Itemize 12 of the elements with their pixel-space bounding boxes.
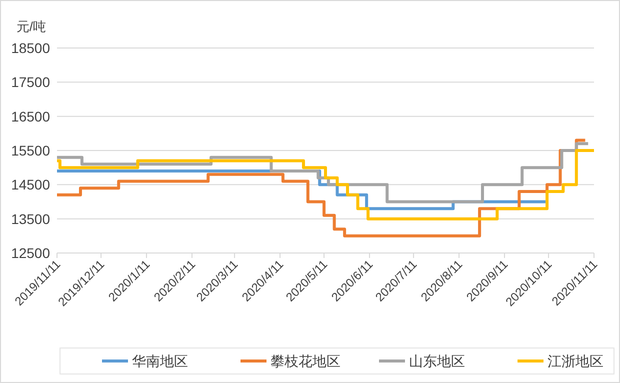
y-tick-label: 12500 xyxy=(11,245,50,261)
legend-label: 山东地区 xyxy=(409,353,465,369)
y-tick-label: 18500 xyxy=(11,40,50,56)
y-tick-label: 16500 xyxy=(11,108,50,124)
legend-label: 攀枝花地区 xyxy=(270,353,340,369)
y-tick-label: 13500 xyxy=(11,210,50,227)
y-tick-label: 15500 xyxy=(11,142,50,158)
y-tick-label: 14500 xyxy=(11,176,50,193)
y-tick-label: 17500 xyxy=(11,74,50,90)
legend-label: 江浙地区 xyxy=(548,353,604,369)
y-axis-title: 元/吨 xyxy=(16,19,46,34)
legend-label: 华南地区 xyxy=(132,353,188,369)
